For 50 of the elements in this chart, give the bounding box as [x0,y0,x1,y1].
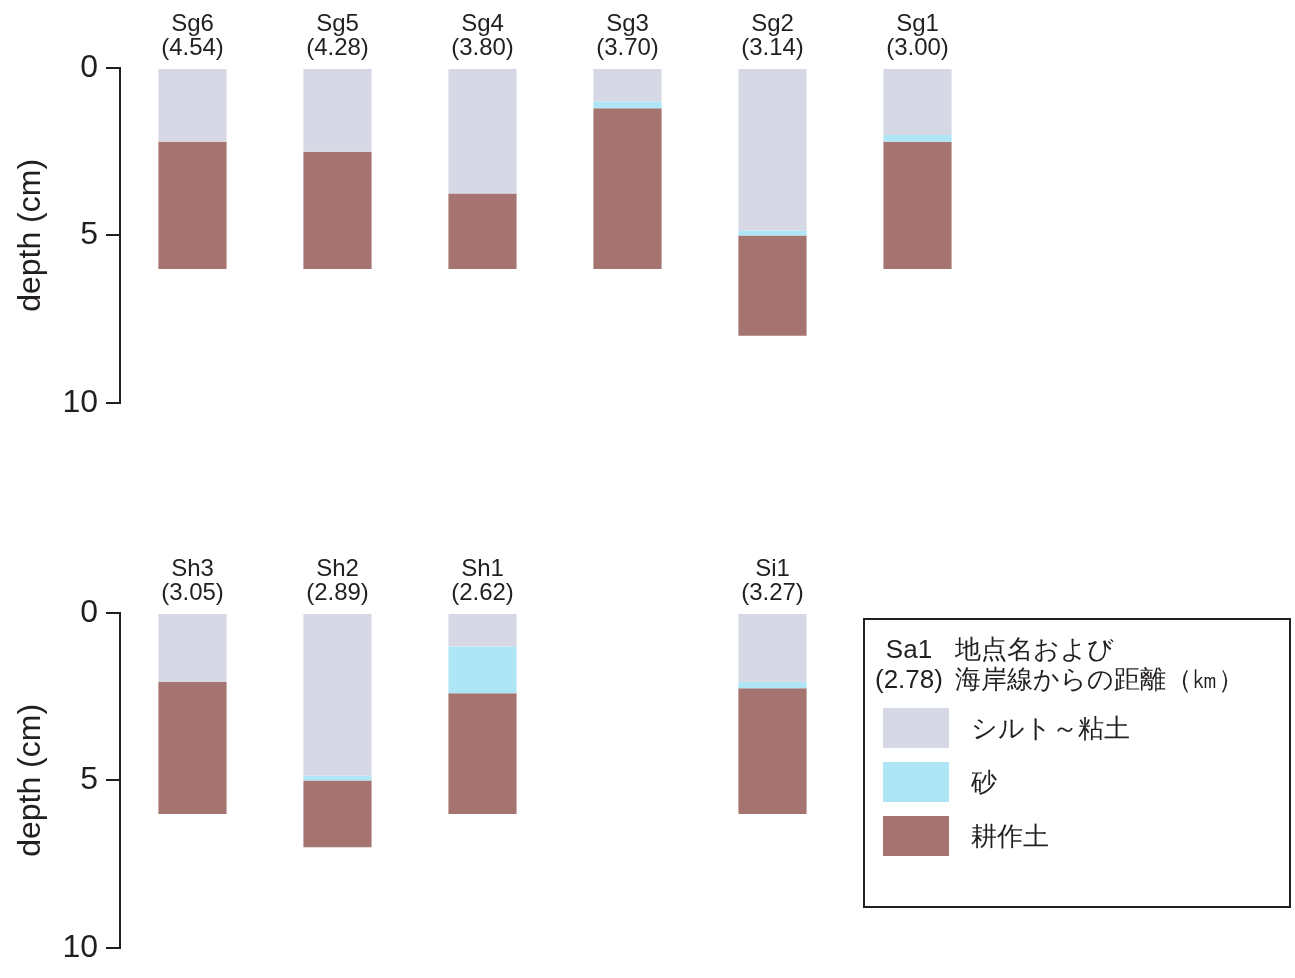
y-tick-label: 10 [62,927,98,964]
bar [593,101,662,109]
legend-label: 砂 [971,765,997,799]
x-tick-label: Sg5 (4.28) [306,8,369,60]
y-axis-title: depth (cm) [11,703,48,857]
bar [448,693,517,814]
y-tick-label: 10 [62,382,98,419]
y-axis-title: depth (cm) [11,158,48,312]
x-tick-label: Sg6 (4.54) [161,8,224,60]
x-tick-label: Si1 (3.27) [741,553,804,605]
x-tick-label: Sh3 (3.05) [161,553,224,605]
bar [303,775,372,781]
bar [158,69,227,142]
bar [158,141,227,269]
x-tick-label: Sg2 (3.14) [741,8,804,60]
x-tick-label: Sh2 (2.89) [306,553,369,605]
x-tick-label: Sg3 (3.70) [596,8,659,60]
x-tick-label: Sg1 (3.00) [886,8,949,60]
bar [448,646,517,694]
y-tick-label: 0 [80,47,98,84]
bar [883,69,952,135]
bar [448,69,517,194]
bar [303,69,372,152]
bar [593,108,662,269]
bar [303,151,372,269]
text: 地点名および [954,634,1115,664]
bar [303,780,372,848]
bar [738,688,807,814]
bar [158,681,227,814]
bar [158,614,227,682]
bar [303,614,372,776]
y-tick-label: 5 [80,215,98,252]
y-tick-label: 5 [80,760,98,797]
legend-label: シルト～粘土 [971,711,1130,745]
bar [448,193,517,269]
bar [883,134,952,142]
text: 海岸線からの距離（㎞） [954,664,1244,694]
y-tick-label: 0 [80,592,98,629]
bar [883,141,952,269]
bar [738,69,807,231]
bar [738,230,807,236]
x-tick-label: Sg4 (3.80) [451,8,514,60]
bar [448,614,517,647]
bar [738,681,807,689]
text: Sa1 (2.78) [875,634,943,694]
legend-label: 耕作土 [971,819,1049,853]
bar [738,614,807,682]
bar [738,235,807,336]
bar [593,69,662,102]
x-tick-label: Sh1 (2.62) [451,553,514,605]
